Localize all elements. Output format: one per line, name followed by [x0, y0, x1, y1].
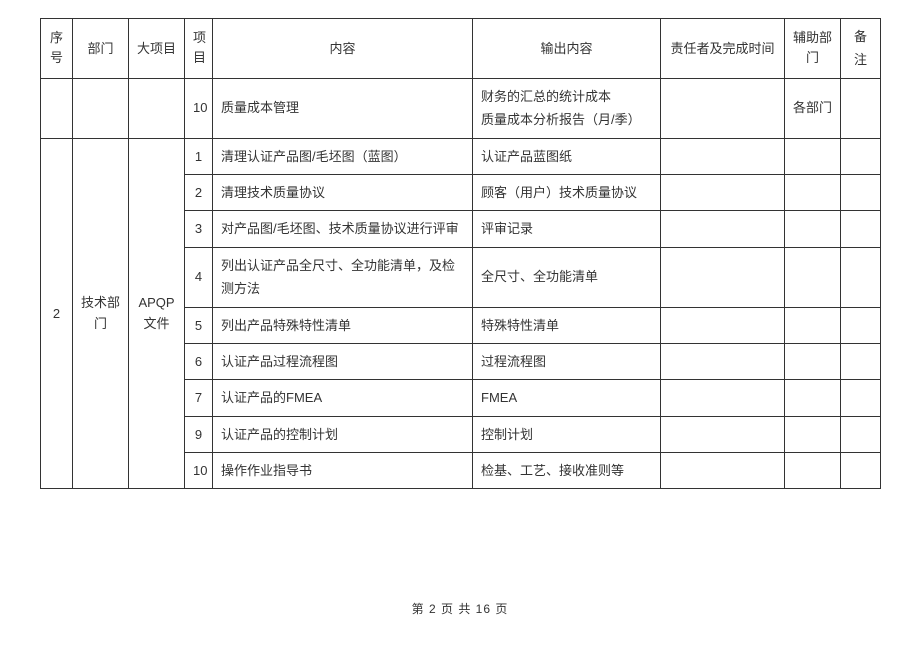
output-line1: 财务的汇总的统计成本 [481, 89, 611, 104]
col-header-content: 内容 [213, 19, 473, 79]
cell-aux [785, 416, 841, 452]
output-line2: 质量成本分析报告（月/季） [481, 112, 641, 127]
cell-dept: 技术部门 [73, 138, 129, 489]
col-header-resp: 责任者及完成时间 [661, 19, 785, 79]
cell-resp [661, 453, 785, 489]
cell-output: 全尺寸、全功能清单 [473, 247, 661, 307]
cell-item: 10 [185, 453, 213, 489]
cell-item: 5 [185, 307, 213, 343]
col-header-aux: 辅助部门 [785, 19, 841, 79]
cell-aux [785, 138, 841, 174]
cell-resp [661, 138, 785, 174]
col-header-output: 输出内容 [473, 19, 661, 79]
cell-item: 9 [185, 416, 213, 452]
cell-output: 特殊特性清单 [473, 307, 661, 343]
table-row: 2 技术部门 APQP文件 1 清理认证产品图/毛坯图（蓝图） 认证产品蓝图纸 [41, 138, 881, 174]
cell-remark [841, 343, 881, 379]
cell-remark [841, 174, 881, 210]
cell-content: 质量成本管理 [213, 78, 473, 138]
col-header-seq: 序号 [41, 19, 73, 79]
cell-content: 列出认证产品全尺寸、全功能清单，及检测方法 [213, 247, 473, 307]
table-row: 10 质量成本管理 财务的汇总的统计成本 质量成本分析报告（月/季） 各部门 [41, 78, 881, 138]
cell-aux [785, 307, 841, 343]
cell-remark [841, 78, 881, 138]
cell-content: 认证产品的控制计划 [213, 416, 473, 452]
cell-remark [841, 247, 881, 307]
cell-item: 6 [185, 343, 213, 379]
cell-content: 认证产品过程流程图 [213, 343, 473, 379]
cell-item: 2 [185, 174, 213, 210]
col-header-major: 大项目 [129, 19, 185, 79]
cell-remark [841, 453, 881, 489]
cell-content: 清理认证产品图/毛坯图（蓝图） [213, 138, 473, 174]
cell-major [129, 78, 185, 138]
cell-remark [841, 138, 881, 174]
cell-aux [785, 343, 841, 379]
cell-resp [661, 416, 785, 452]
cell-item: 4 [185, 247, 213, 307]
cell-item: 10 [185, 78, 213, 138]
cell-content: 操作作业指导书 [213, 453, 473, 489]
cell-item: 1 [185, 138, 213, 174]
cell-aux [785, 247, 841, 307]
data-table: 序号 部门 大项目 项目 内容 输出内容 责任者及完成时间 辅助部门 备注 10… [40, 18, 881, 489]
cell-output: FMEA [473, 380, 661, 416]
col-header-remark: 备注 [841, 19, 881, 79]
cell-remark [841, 380, 881, 416]
cell-resp [661, 174, 785, 210]
cell-resp [661, 78, 785, 138]
cell-resp [661, 211, 785, 247]
cell-aux [785, 453, 841, 489]
cell-aux [785, 380, 841, 416]
cell-output: 过程流程图 [473, 343, 661, 379]
cell-content: 认证产品的FMEA [213, 380, 473, 416]
page-footer: 第 2 页 共 16 页 [0, 600, 920, 617]
cell-remark [841, 307, 881, 343]
table-header-row: 序号 部门 大项目 项目 内容 输出内容 责任者及完成时间 辅助部门 备注 [41, 19, 881, 79]
cell-output: 检基、工艺、接收准则等 [473, 453, 661, 489]
cell-remark [841, 416, 881, 452]
cell-content: 清理技术质量协议 [213, 174, 473, 210]
cell-output: 评审记录 [473, 211, 661, 247]
cell-output: 财务的汇总的统计成本 质量成本分析报告（月/季） [473, 78, 661, 138]
cell-resp [661, 247, 785, 307]
cell-resp [661, 380, 785, 416]
cell-output: 顾客（用户）技术质量协议 [473, 174, 661, 210]
col-header-dept: 部门 [73, 19, 129, 79]
cell-output: 认证产品蓝图纸 [473, 138, 661, 174]
cell-seq [41, 78, 73, 138]
cell-item: 7 [185, 380, 213, 416]
cell-item: 3 [185, 211, 213, 247]
cell-dept [73, 78, 129, 138]
cell-seq: 2 [41, 138, 73, 489]
cell-content: 对产品图/毛坯图、技术质量协议进行评审 [213, 211, 473, 247]
col-header-item: 项目 [185, 19, 213, 79]
cell-content: 列出产品特殊特性清单 [213, 307, 473, 343]
cell-resp [661, 343, 785, 379]
cell-aux: 各部门 [785, 78, 841, 138]
cell-aux [785, 174, 841, 210]
cell-output: 控制计划 [473, 416, 661, 452]
cell-resp [661, 307, 785, 343]
cell-aux [785, 211, 841, 247]
cell-major: APQP文件 [129, 138, 185, 489]
cell-remark [841, 211, 881, 247]
